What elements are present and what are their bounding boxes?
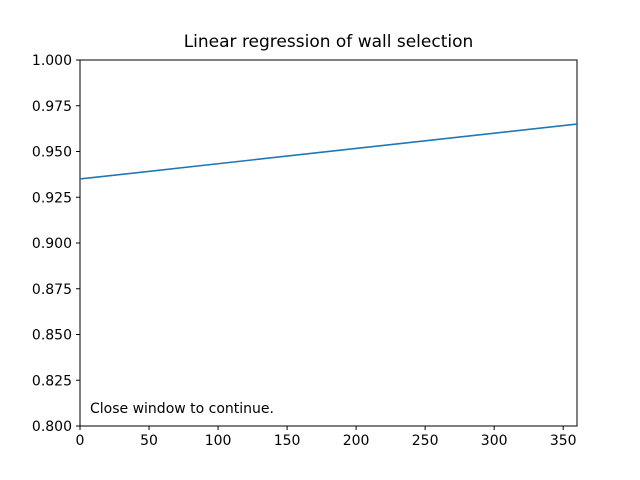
x-tick-label: 350: [550, 433, 577, 449]
chart-title: Linear regression of wall selection: [183, 32, 474, 52]
y-tick-label: 0.950: [32, 145, 72, 161]
x-tick-label: 300: [481, 433, 508, 449]
x-tick-label: 250: [412, 433, 439, 449]
y-tick-label: 1.000: [32, 53, 72, 69]
y-tick-label: 0.875: [32, 282, 72, 298]
axes-spines: [79, 59, 578, 427]
y-tick-label: 0.900: [32, 236, 72, 252]
y-tick-label: 0.925: [32, 190, 72, 206]
y-tick-label: 0.825: [32, 373, 72, 389]
y-tick-label: 0.975: [32, 99, 72, 115]
close-window-annotation: Close window to continue.: [90, 401, 274, 417]
x-tick-label: 100: [205, 433, 232, 449]
x-tick-label: 200: [343, 433, 370, 449]
y-tick-label: 0.850: [32, 328, 72, 344]
x-tick-label: 150: [274, 433, 301, 449]
regression-line: [79, 123, 578, 180]
x-tick-label: 0: [76, 433, 85, 449]
x-tick-label: 50: [140, 433, 158, 449]
y-tick-label: 0.800: [32, 419, 72, 435]
